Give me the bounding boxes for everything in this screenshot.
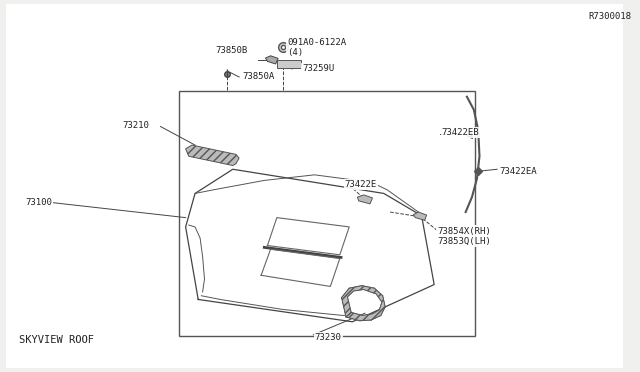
Text: R7300018: R7300018 [588,12,631,21]
Text: 73230: 73230 [315,333,342,342]
Text: 73422EB: 73422EB [442,128,479,137]
Polygon shape [357,195,372,204]
Text: 73210: 73210 [123,121,150,130]
Text: 73422E: 73422E [345,180,377,189]
Polygon shape [342,286,385,321]
Bar [179,91,475,336]
Text: 73422EA: 73422EA [499,167,536,176]
Polygon shape [266,56,278,64]
Polygon shape [413,212,427,220]
Text: 091A0-6122A
(4): 091A0-6122A (4) [287,38,347,57]
Text: 73850B: 73850B [215,46,248,55]
Polygon shape [186,145,239,166]
Text: 73850A: 73850A [243,72,275,81]
Text: 73854X(RH)
73853Q(LH): 73854X(RH) 73853Q(LH) [437,227,491,246]
Text: SKYVIEW ROOF: SKYVIEW ROOF [19,336,94,345]
Text: 73100: 73100 [25,198,52,207]
Bar [277,60,301,68]
Text: 73259U: 73259U [302,64,334,73]
